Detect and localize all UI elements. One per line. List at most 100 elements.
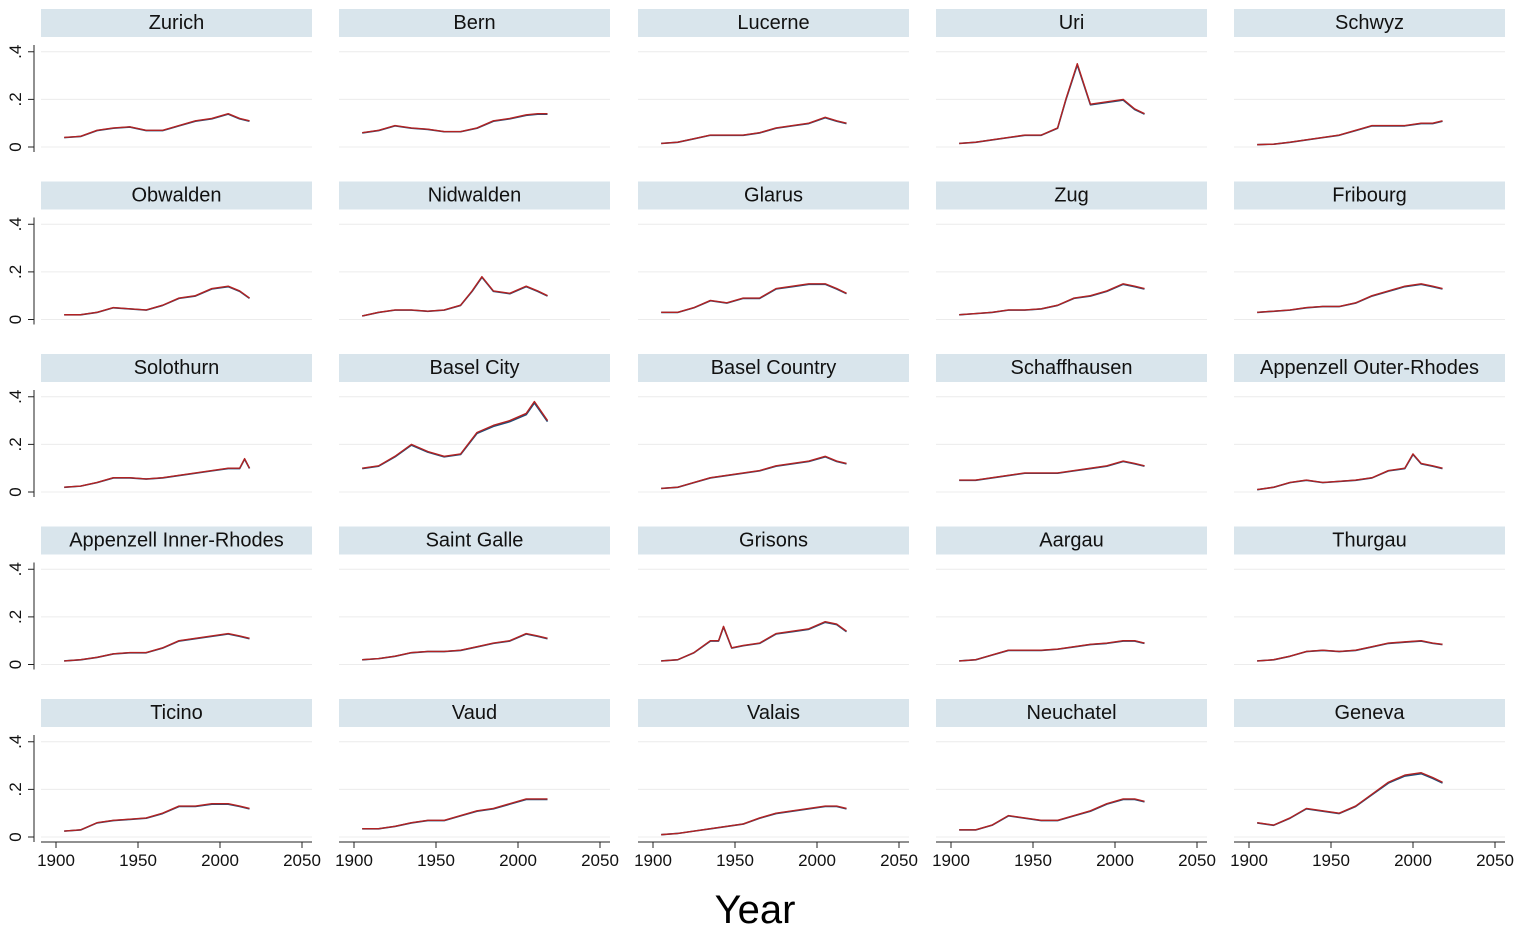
panel-title: Zurich bbox=[149, 12, 205, 34]
series-line-blue bbox=[1257, 772, 1443, 827]
panel-title: Aargau bbox=[1039, 530, 1104, 552]
panel-title: Neuchatel bbox=[1026, 702, 1116, 724]
series-line-blue bbox=[959, 283, 1145, 316]
series-line-blue bbox=[362, 798, 548, 830]
panel-strip bbox=[638, 181, 909, 210]
y-tick-label: .4 bbox=[6, 217, 25, 231]
panel: Glarus bbox=[638, 181, 909, 320]
x-tick-label: 1950 bbox=[716, 851, 754, 870]
series-line-red bbox=[362, 632, 548, 661]
x-tick-label: 2050 bbox=[1476, 851, 1514, 870]
panel: Fribourg bbox=[1234, 181, 1505, 320]
panel: Schaffhausen bbox=[936, 354, 1207, 493]
series-line-blue bbox=[959, 798, 1145, 831]
series-line-red bbox=[959, 460, 1145, 481]
series-line-red bbox=[959, 62, 1145, 145]
series-line-red bbox=[661, 116, 847, 145]
series-line-blue bbox=[1257, 283, 1443, 314]
y-tick-label: .4 bbox=[6, 45, 25, 59]
panel-title: Nidwalden bbox=[428, 185, 521, 207]
panel-strip bbox=[936, 354, 1207, 382]
panel-strip bbox=[1234, 9, 1505, 37]
x-tick-label: 2000 bbox=[499, 851, 537, 870]
y-tick-label: .4 bbox=[6, 735, 25, 749]
panel: Vaud 1900 1950 2000 2050 bbox=[335, 699, 619, 870]
panel: Obwalden 0 .2 .4 bbox=[6, 181, 312, 325]
panel: Zug bbox=[936, 181, 1207, 320]
panel-title: Solothurn bbox=[134, 357, 220, 379]
panel: Solothurn 0 .2 .4 bbox=[6, 354, 312, 497]
x-tick-label: 2000 bbox=[1394, 851, 1432, 870]
panel: Basel Country bbox=[638, 354, 909, 493]
panel-title: Glarus bbox=[744, 185, 803, 207]
panel: Appenzell Outer-Rhodes bbox=[1234, 354, 1505, 493]
y-tick-label: .2 bbox=[6, 782, 25, 796]
panel-title: Uri bbox=[1059, 12, 1085, 34]
panel-strip bbox=[41, 699, 312, 727]
series-line-blue bbox=[959, 640, 1145, 662]
series-line-red bbox=[1257, 639, 1443, 662]
x-tick-label: 2050 bbox=[283, 851, 321, 870]
x-tick-label: 2000 bbox=[201, 851, 239, 870]
panel: Geneva 1900 1950 2000 2050 bbox=[1230, 699, 1514, 870]
panel: Zurich 0 .2 .4 bbox=[6, 9, 312, 152]
series-line-blue bbox=[362, 633, 548, 661]
panel-title: Basel Country bbox=[711, 357, 837, 379]
y-tick-label: .4 bbox=[6, 562, 25, 576]
series-line-blue bbox=[959, 460, 1145, 482]
panel: Nidwalden bbox=[339, 181, 610, 320]
series-line-red bbox=[362, 400, 549, 469]
series-line-red bbox=[959, 283, 1145, 316]
x-tick-label: 1900 bbox=[37, 851, 75, 870]
panel-title: Vaud bbox=[452, 702, 497, 724]
panel-strip bbox=[1234, 181, 1505, 210]
y-tick-label: .2 bbox=[6, 610, 25, 624]
panel-title: Appenzell Outer-Rhodes bbox=[1260, 357, 1479, 379]
series-line-red bbox=[959, 639, 1145, 662]
panel-title: Schaffhausen bbox=[1011, 357, 1133, 379]
panel-strip bbox=[936, 9, 1207, 37]
x-tick-label: 1900 bbox=[932, 851, 970, 870]
panel-strip bbox=[339, 181, 610, 210]
panel: Grisons bbox=[638, 526, 909, 665]
series-line-red bbox=[362, 798, 548, 830]
panel-strip bbox=[41, 526, 312, 555]
x-tick-label: 2050 bbox=[581, 851, 619, 870]
panel: Thurgau bbox=[1234, 526, 1505, 665]
panel: Bern bbox=[339, 9, 610, 148]
series-line-red bbox=[661, 283, 847, 314]
panel-title: Fribourg bbox=[1332, 185, 1406, 207]
series-line-red bbox=[1257, 772, 1443, 826]
panel-strip bbox=[936, 526, 1207, 555]
panel-title: Saint Galle bbox=[426, 530, 524, 552]
series-line-red bbox=[1257, 120, 1443, 146]
x-tick-label: 2000 bbox=[798, 851, 836, 870]
series-line-blue bbox=[64, 113, 250, 139]
panel-strip bbox=[339, 354, 610, 382]
panel-title: Bern bbox=[453, 12, 495, 34]
series-line-red bbox=[362, 275, 548, 317]
panel-strip bbox=[638, 9, 909, 37]
y-tick-label: 0 bbox=[6, 142, 25, 151]
panel-title: Schwyz bbox=[1335, 12, 1404, 34]
panel: Neuchatel 1900 1950 2000 2050 bbox=[932, 699, 1216, 870]
panel: Basel City bbox=[339, 354, 610, 493]
y-tick-label: .2 bbox=[6, 92, 25, 106]
panel-strip bbox=[1234, 526, 1505, 555]
panel-strip bbox=[339, 9, 610, 37]
panel-strip bbox=[41, 9, 312, 37]
y-tick-label: .2 bbox=[6, 437, 25, 451]
panel-strip bbox=[638, 699, 909, 727]
series-line-red bbox=[64, 285, 250, 316]
panel-title: Ticino bbox=[150, 702, 203, 724]
x-tick-label: 1900 bbox=[335, 851, 373, 870]
y-tick-label: .4 bbox=[6, 390, 25, 404]
panel-strip bbox=[339, 699, 610, 727]
series-line-red bbox=[661, 805, 847, 836]
panel-strip bbox=[339, 526, 610, 555]
panel-title: Zug bbox=[1054, 185, 1088, 207]
series-line-red bbox=[661, 455, 847, 490]
series-line-red bbox=[1257, 453, 1443, 491]
panel: Aargau bbox=[936, 526, 1207, 665]
x-tick-label: 2050 bbox=[1178, 851, 1216, 870]
